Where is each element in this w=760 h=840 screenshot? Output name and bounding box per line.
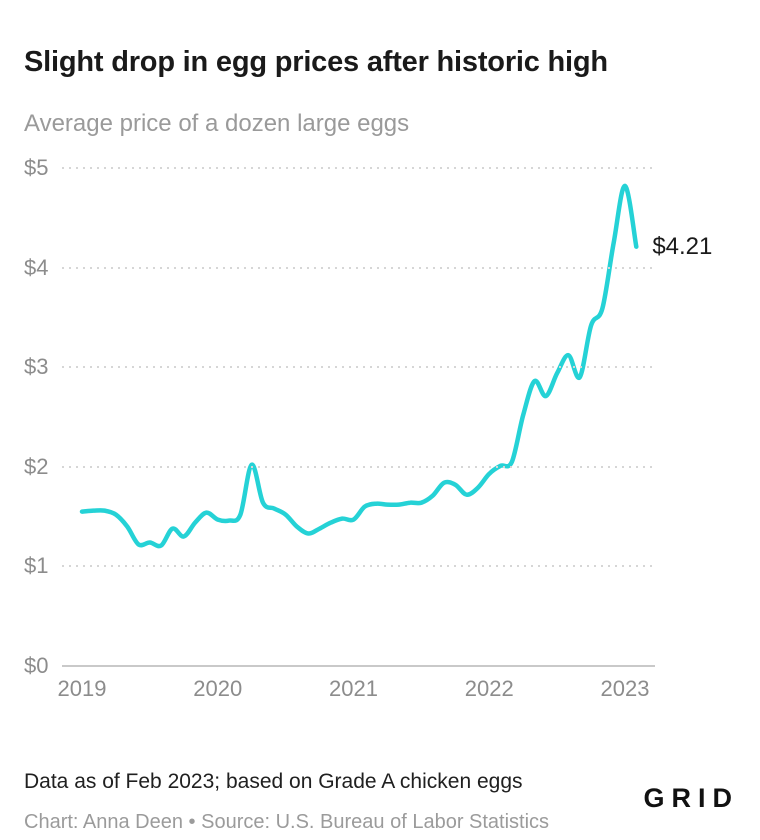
gridline (62, 465, 655, 468)
y-tick-label: $1 (24, 553, 49, 579)
y-tick-label: $5 (24, 155, 49, 180)
grid-logo: GRID (643, 783, 739, 813)
footnote: Data as of Feb 2023; based on Grade A ch… (24, 770, 523, 793)
x-tick-label: 2020 (193, 676, 243, 701)
gridline (62, 167, 655, 169)
latest-value-label: $4.21 (652, 232, 713, 260)
chart-subtitle: Average price of a dozen large eggs (24, 110, 410, 137)
y-tick-label: $2 (24, 453, 49, 479)
gridline (62, 366, 655, 369)
chart-title: Slight drop in egg prices after historic… (24, 46, 608, 79)
x-tick-label: 2022 (464, 676, 514, 701)
y-tick-label: $3 (24, 354, 49, 380)
y-tick-label: $0 (24, 653, 49, 678)
x-axis-line (62, 665, 655, 667)
x-tick-label: 2023 (600, 676, 650, 701)
gridline (62, 266, 655, 269)
x-tick-label: 2019 (57, 676, 107, 701)
credit-line: Chart: Anna Deen • Source: U.S. Bureau o… (24, 811, 550, 833)
y-tick-label: $4 (24, 254, 49, 280)
x-tick-label: 2021 (329, 676, 378, 701)
gridline (62, 565, 655, 568)
